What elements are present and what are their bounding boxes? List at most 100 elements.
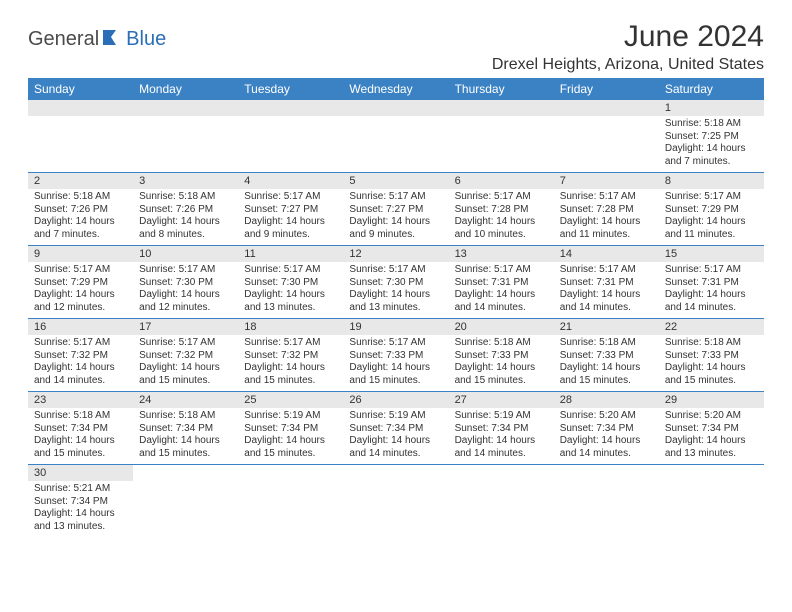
- daylight-text: Daylight: 14 hours and 12 minutes.: [139, 289, 232, 314]
- day-number: 21: [554, 319, 659, 335]
- calendar-day-cell: [28, 100, 133, 173]
- weekday-header: Monday: [133, 78, 238, 100]
- calendar-day-cell: 14Sunrise: 5:17 AMSunset: 7:31 PMDayligh…: [554, 246, 659, 319]
- day-number: 17: [133, 319, 238, 335]
- calendar-day-cell: 6Sunrise: 5:17 AMSunset: 7:28 PMDaylight…: [449, 173, 554, 246]
- daylight-text: Daylight: 14 hours and 15 minutes.: [139, 362, 232, 387]
- daylight-text: Daylight: 14 hours and 11 minutes.: [560, 216, 653, 241]
- day-content: Sunrise: 5:18 AMSunset: 7:26 PMDaylight:…: [133, 189, 238, 245]
- daylight-text: Daylight: 14 hours and 15 minutes.: [349, 362, 442, 387]
- calendar-day-cell: 18Sunrise: 5:17 AMSunset: 7:32 PMDayligh…: [238, 319, 343, 392]
- calendar-week-row: 16Sunrise: 5:17 AMSunset: 7:32 PMDayligh…: [28, 319, 764, 392]
- calendar-day-cell: 1Sunrise: 5:18 AMSunset: 7:25 PMDaylight…: [659, 100, 764, 173]
- day-content: Sunrise: 5:18 AMSunset: 7:25 PMDaylight:…: [659, 116, 764, 172]
- sunset-text: Sunset: 7:34 PM: [560, 423, 653, 436]
- day-number: 16: [28, 319, 133, 335]
- sunrise-text: Sunrise: 5:17 AM: [455, 191, 548, 204]
- day-content: Sunrise: 5:18 AMSunset: 7:33 PMDaylight:…: [449, 335, 554, 391]
- daylight-text: Daylight: 14 hours and 13 minutes.: [349, 289, 442, 314]
- sunrise-text: Sunrise: 5:18 AM: [665, 337, 758, 350]
- day-number: 20: [449, 319, 554, 335]
- day-number-empty: [554, 100, 659, 116]
- sunset-text: Sunset: 7:34 PM: [34, 423, 127, 436]
- day-number: 2: [28, 173, 133, 189]
- day-number-empty: [343, 465, 448, 481]
- calendar-day-cell: 30Sunrise: 5:21 AMSunset: 7:34 PMDayligh…: [28, 465, 133, 538]
- day-content: Sunrise: 5:17 AMSunset: 7:32 PMDaylight:…: [133, 335, 238, 391]
- sunset-text: Sunset: 7:32 PM: [244, 350, 337, 363]
- day-number: 27: [449, 392, 554, 408]
- daylight-text: Daylight: 14 hours and 10 minutes.: [455, 216, 548, 241]
- daylight-text: Daylight: 14 hours and 9 minutes.: [244, 216, 337, 241]
- day-number: 8: [659, 173, 764, 189]
- calendar-day-cell: 28Sunrise: 5:20 AMSunset: 7:34 PMDayligh…: [554, 392, 659, 465]
- day-number: 5: [343, 173, 448, 189]
- calendar-week-row: 2Sunrise: 5:18 AMSunset: 7:26 PMDaylight…: [28, 173, 764, 246]
- calendar-day-cell: 20Sunrise: 5:18 AMSunset: 7:33 PMDayligh…: [449, 319, 554, 392]
- sunset-text: Sunset: 7:32 PM: [34, 350, 127, 363]
- day-content: Sunrise: 5:17 AMSunset: 7:30 PMDaylight:…: [343, 262, 448, 318]
- day-number: 4: [238, 173, 343, 189]
- day-number-empty: [659, 465, 764, 481]
- sunset-text: Sunset: 7:34 PM: [34, 496, 127, 509]
- day-content: Sunrise: 5:17 AMSunset: 7:33 PMDaylight:…: [343, 335, 448, 391]
- day-number-empty: [133, 100, 238, 116]
- daylight-text: Daylight: 14 hours and 9 minutes.: [349, 216, 442, 241]
- sunrise-text: Sunrise: 5:17 AM: [560, 264, 653, 277]
- daylight-text: Daylight: 14 hours and 15 minutes.: [244, 435, 337, 460]
- sunrise-text: Sunrise: 5:17 AM: [34, 337, 127, 350]
- day-content: Sunrise: 5:19 AMSunset: 7:34 PMDaylight:…: [343, 408, 448, 464]
- day-number: 12: [343, 246, 448, 262]
- daylight-text: Daylight: 14 hours and 15 minutes.: [34, 435, 127, 460]
- day-content: Sunrise: 5:17 AMSunset: 7:30 PMDaylight:…: [238, 262, 343, 318]
- daylight-text: Daylight: 14 hours and 14 minutes.: [349, 435, 442, 460]
- sunset-text: Sunset: 7:34 PM: [244, 423, 337, 436]
- daylight-text: Daylight: 14 hours and 7 minutes.: [34, 216, 127, 241]
- calendar-day-cell: 13Sunrise: 5:17 AMSunset: 7:31 PMDayligh…: [449, 246, 554, 319]
- day-number: 23: [28, 392, 133, 408]
- calendar-day-cell: 23Sunrise: 5:18 AMSunset: 7:34 PMDayligh…: [28, 392, 133, 465]
- daylight-text: Daylight: 14 hours and 15 minutes.: [665, 362, 758, 387]
- daylight-text: Daylight: 14 hours and 14 minutes.: [34, 362, 127, 387]
- sunrise-text: Sunrise: 5:17 AM: [34, 264, 127, 277]
- day-content: Sunrise: 5:19 AMSunset: 7:34 PMDaylight:…: [238, 408, 343, 464]
- day-number: 14: [554, 246, 659, 262]
- day-number: 28: [554, 392, 659, 408]
- sunset-text: Sunset: 7:32 PM: [139, 350, 232, 363]
- sunset-text: Sunset: 7:34 PM: [139, 423, 232, 436]
- daylight-text: Daylight: 14 hours and 12 minutes.: [34, 289, 127, 314]
- calendar-body: 1Sunrise: 5:18 AMSunset: 7:25 PMDaylight…: [28, 100, 764, 537]
- day-number-empty: [238, 100, 343, 116]
- day-number: 7: [554, 173, 659, 189]
- sunset-text: Sunset: 7:31 PM: [560, 277, 653, 290]
- sunset-text: Sunset: 7:30 PM: [349, 277, 442, 290]
- day-number-empty: [238, 465, 343, 481]
- calendar-day-cell: [449, 100, 554, 173]
- daylight-text: Daylight: 14 hours and 14 minutes.: [560, 289, 653, 314]
- day-content: Sunrise: 5:19 AMSunset: 7:34 PMDaylight:…: [449, 408, 554, 464]
- calendar-day-cell: 29Sunrise: 5:20 AMSunset: 7:34 PMDayligh…: [659, 392, 764, 465]
- daylight-text: Daylight: 14 hours and 15 minutes.: [455, 362, 548, 387]
- day-content: Sunrise: 5:20 AMSunset: 7:34 PMDaylight:…: [554, 408, 659, 464]
- calendar-day-cell: 10Sunrise: 5:17 AMSunset: 7:30 PMDayligh…: [133, 246, 238, 319]
- day-number: 15: [659, 246, 764, 262]
- month-title: June 2024: [492, 20, 764, 54]
- daylight-text: Daylight: 14 hours and 11 minutes.: [665, 216, 758, 241]
- day-number: 6: [449, 173, 554, 189]
- day-number: 19: [343, 319, 448, 335]
- calendar-day-cell: 11Sunrise: 5:17 AMSunset: 7:30 PMDayligh…: [238, 246, 343, 319]
- daylight-text: Daylight: 14 hours and 13 minutes.: [34, 508, 127, 533]
- day-number: 26: [343, 392, 448, 408]
- day-content: Sunrise: 5:17 AMSunset: 7:31 PMDaylight:…: [554, 262, 659, 318]
- day-content: Sunrise: 5:17 AMSunset: 7:32 PMDaylight:…: [28, 335, 133, 391]
- weekday-header: Sunday: [28, 78, 133, 100]
- daylight-text: Daylight: 14 hours and 7 minutes.: [665, 143, 758, 168]
- weekday-header: Tuesday: [238, 78, 343, 100]
- day-content: Sunrise: 5:17 AMSunset: 7:28 PMDaylight:…: [554, 189, 659, 245]
- sunrise-text: Sunrise: 5:20 AM: [665, 410, 758, 423]
- day-content: Sunrise: 5:18 AMSunset: 7:33 PMDaylight:…: [554, 335, 659, 391]
- logo: General Blue: [28, 28, 166, 51]
- sunrise-text: Sunrise: 5:17 AM: [665, 264, 758, 277]
- day-number-empty: [449, 465, 554, 481]
- calendar-day-cell: 16Sunrise: 5:17 AMSunset: 7:32 PMDayligh…: [28, 319, 133, 392]
